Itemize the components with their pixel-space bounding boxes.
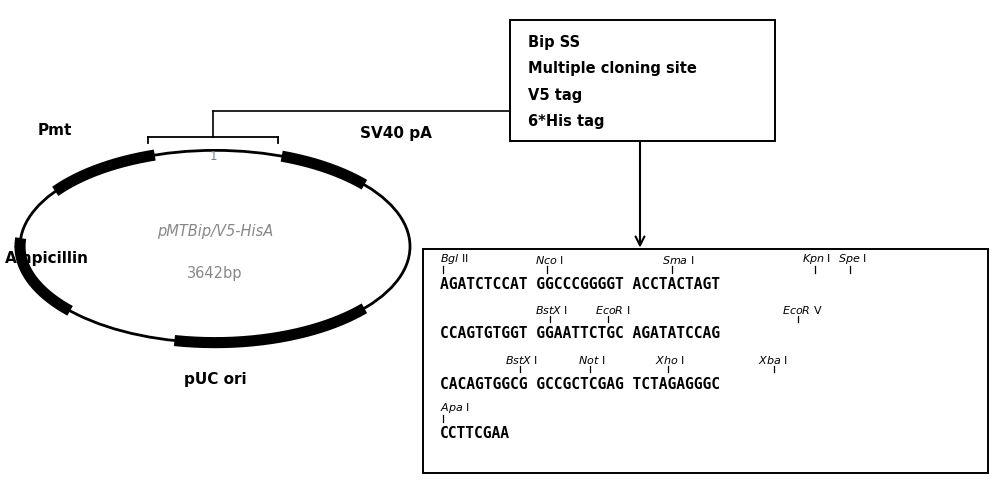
Text: $\it{BstX}$ I: $\it{BstX}$ I bbox=[505, 354, 538, 366]
Text: $\it{Not}$ I: $\it{Not}$ I bbox=[578, 354, 605, 366]
Text: $\it{Apa}$ I: $\it{Apa}$ I bbox=[440, 401, 470, 415]
Text: $\it{Xho}$ I: $\it{Xho}$ I bbox=[655, 354, 685, 366]
Text: $\it{Kpn}$ I: $\it{Kpn}$ I bbox=[802, 252, 831, 266]
Text: 6*His tag: 6*His tag bbox=[528, 114, 604, 129]
Text: 3642bp: 3642bp bbox=[187, 266, 243, 281]
Text: Ampicillin: Ampicillin bbox=[5, 251, 89, 266]
Text: pUC ori: pUC ori bbox=[184, 372, 246, 387]
Text: $\it{EcoR}$ I: $\it{EcoR}$ I bbox=[595, 304, 630, 316]
Text: pMTBip/V5-HisA: pMTBip/V5-HisA bbox=[157, 224, 273, 239]
Text: V5 tag: V5 tag bbox=[528, 88, 582, 103]
Text: CACAGTGGCG GCCGCTCGAG TCTAGAGGGC: CACAGTGGCG GCCGCTCGAG TCTAGAGGGC bbox=[440, 377, 720, 391]
Text: AGATCTCCAT GGCCCGGGGT ACCTACTAGT: AGATCTCCAT GGCCCGGGGT ACCTACTAGT bbox=[440, 277, 720, 292]
Text: Pmt: Pmt bbox=[38, 123, 72, 138]
FancyBboxPatch shape bbox=[510, 20, 775, 141]
FancyBboxPatch shape bbox=[423, 249, 988, 473]
Text: $\it{Nco}$ I: $\it{Nco}$ I bbox=[535, 254, 564, 266]
Text: SV40 pA: SV40 pA bbox=[360, 126, 432, 141]
Text: 1: 1 bbox=[209, 150, 217, 163]
Text: $\it{Spe}$ I: $\it{Spe}$ I bbox=[838, 252, 867, 266]
Text: $\it{Xba}$ I: $\it{Xba}$ I bbox=[758, 354, 788, 366]
Text: CCAGTGTGGT GGAATTCTGC AGATATCCAG: CCAGTGTGGT GGAATTCTGC AGATATCCAG bbox=[440, 326, 720, 341]
Text: CCTTCGAA: CCTTCGAA bbox=[440, 426, 510, 441]
Text: $\it{Bgl}$ II: $\it{Bgl}$ II bbox=[440, 252, 469, 266]
Text: Multiple cloning site: Multiple cloning site bbox=[528, 61, 697, 76]
Text: $\it{EcoR}$ V: $\it{EcoR}$ V bbox=[782, 304, 823, 316]
Text: Bip SS: Bip SS bbox=[528, 35, 580, 49]
Text: $\it{BstX}$ I: $\it{BstX}$ I bbox=[535, 304, 568, 316]
Text: $\it{Sma}$ I: $\it{Sma}$ I bbox=[662, 254, 694, 266]
